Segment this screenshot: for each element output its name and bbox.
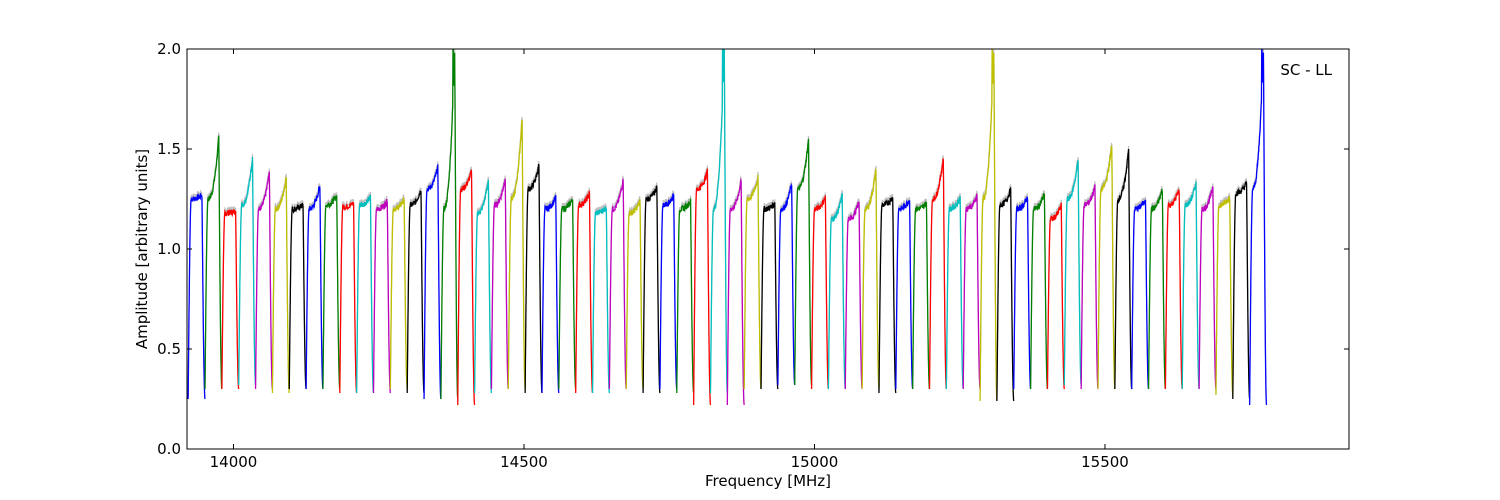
spectrum-segment-9 [339,201,358,394]
spectrum-segment-60 [1198,186,1217,390]
spectrum-segments [187,49,1268,406]
spectrum-segment-24 [591,206,611,394]
chart-annotation: SC - LL [1280,61,1332,79]
y-axis-label: Amplitude [arbitrary units] [133,149,151,349]
spectrum-segment-32 [726,177,745,406]
spectrum-segment-12 [389,197,408,390]
spectrum-segment-48 [996,187,1015,402]
spectrum-segment-19 [507,119,526,390]
spectrum-segment-14 [423,164,442,400]
spectrum-segment-36 [794,138,813,386]
spectrum-segment-35 [777,182,796,386]
x-tick-label: 15500 [1081,453,1129,471]
spectrum-segment-31 [709,49,728,394]
spectrum-segment-46 [962,193,981,390]
spectrum-segment-56 [1131,199,1150,390]
spectrum-segment-50 [1029,192,1049,390]
spectrum-segment-47 [979,49,998,402]
spectrum-segment-33 [743,174,762,390]
spectrum-segment-10 [356,194,375,394]
spectrum-segment-40 [861,168,880,390]
spectrum-segment-18 [490,178,509,390]
spectrum-segment-38 [827,192,846,390]
y-tick-label: 1.0 [157,240,181,258]
spectrum-segment-34 [760,202,779,390]
spectrum-segment-8 [322,195,341,390]
spectrum-segment-37 [810,195,830,390]
spectrum-segment-7 [305,186,324,390]
spectrum-segment-63 [1249,49,1268,406]
spectrum-segment-44 [928,158,948,390]
spectrum-segment-28 [659,193,678,390]
spectrum-segment-17 [473,179,493,394]
y-tick-label: 1.5 [157,140,181,158]
spectrum-segment-11 [372,198,391,394]
spectrum-segment-21 [541,195,560,394]
x-tick-label: 15000 [791,453,839,471]
spectrum-segment-39 [844,201,863,390]
spectrum-segment-6 [288,202,307,390]
spectrum-segment-51 [1046,202,1065,390]
spectrum-segment-22 [558,198,577,390]
spectrum-segment-1 [204,135,223,390]
spectrum-segment-41 [878,197,897,394]
x-axis-ticks: 14000 14500 15000 15500 [210,49,1129,471]
spectrum-segment-49 [1013,196,1032,390]
spectrum-segment-53 [1080,184,1099,390]
spectrum-segment-62 [1232,180,1251,400]
spectrum-segment-20 [524,163,543,394]
spectrum-segment-26 [625,199,644,390]
y-tick-label: 0.5 [157,340,181,358]
spectrum-segment-54 [1097,145,1116,390]
x-tick-label: 14000 [210,453,258,471]
spectrum-segment-52 [1063,160,1082,386]
spectrum-segment-2 [221,209,240,390]
y-axis-ticks: 0.0 0.5 1.0 1.5 2.0 [157,40,1349,458]
spectrum-segment-5 [271,176,290,394]
spectrum-segment-16 [457,169,476,406]
spectrum-segment-25 [608,178,627,390]
spectrum-segment-43 [912,201,931,390]
spectrum-segment-57 [1147,189,1167,390]
spectrum-segment-4 [254,171,274,390]
spectrum-segment-59 [1181,181,1200,390]
x-tick-label: 14500 [500,453,548,471]
spectrum-segment-13 [406,190,425,394]
spectrum-segment-0 [187,193,206,400]
y-tick-label: 2.0 [157,40,181,58]
spectrum-segment-42 [895,199,914,390]
x-axis-label: Frequency [MHz] [705,472,831,490]
spectrum-segment-45 [945,196,964,390]
spectrum-segment-15 [440,49,459,400]
y-tick-label: 0.0 [157,440,181,458]
spectrum-segment-58 [1164,189,1183,390]
spectrum-segment-55 [1114,148,1133,390]
spectrum-segment-23 [575,189,594,394]
spectrum-segment-61 [1215,195,1234,396]
spectrum-segment-30 [692,168,712,406]
spectrum-segment-29 [676,198,695,394]
spectrum-segment-27 [642,185,661,394]
spectrum-segment-3 [238,156,257,386]
